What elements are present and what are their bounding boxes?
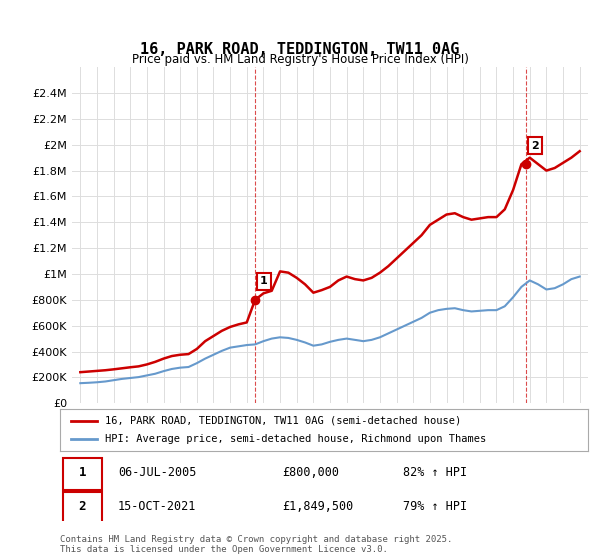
Text: 79% ↑ HPI: 79% ↑ HPI [403, 500, 467, 512]
Text: 16, PARK ROAD, TEDDINGTON, TW11 0AG: 16, PARK ROAD, TEDDINGTON, TW11 0AG [140, 42, 460, 57]
Text: 1: 1 [79, 466, 86, 479]
FancyBboxPatch shape [62, 458, 102, 490]
Text: 16, PARK ROAD, TEDDINGTON, TW11 0AG (semi-detached house): 16, PARK ROAD, TEDDINGTON, TW11 0AG (sem… [105, 416, 461, 426]
Text: 2: 2 [79, 500, 86, 512]
Text: 06-JUL-2005: 06-JUL-2005 [118, 466, 196, 479]
Text: 15-OCT-2021: 15-OCT-2021 [118, 500, 196, 512]
FancyBboxPatch shape [62, 492, 102, 524]
Text: £1,849,500: £1,849,500 [282, 500, 353, 512]
Text: 82% ↑ HPI: 82% ↑ HPI [403, 466, 467, 479]
Text: Price paid vs. HM Land Registry's House Price Index (HPI): Price paid vs. HM Land Registry's House … [131, 53, 469, 66]
Text: HPI: Average price, semi-detached house, Richmond upon Thames: HPI: Average price, semi-detached house,… [105, 434, 486, 444]
Text: 2: 2 [532, 141, 539, 151]
Text: £800,000: £800,000 [282, 466, 339, 479]
Text: Contains HM Land Registry data © Crown copyright and database right 2025.
This d: Contains HM Land Registry data © Crown c… [60, 535, 452, 554]
Text: 1: 1 [260, 276, 268, 286]
